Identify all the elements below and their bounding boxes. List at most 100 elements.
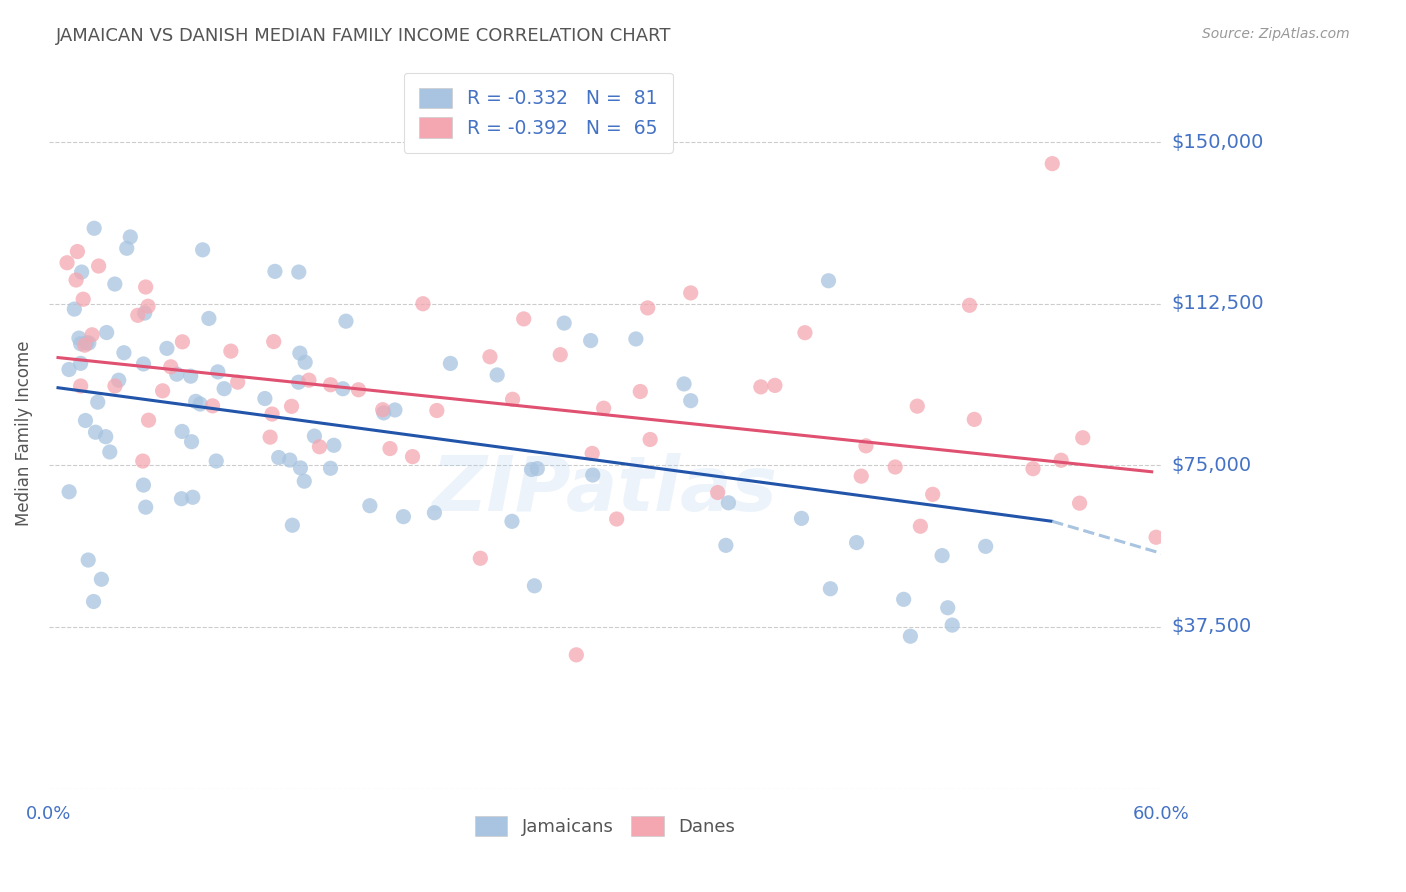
Point: [384, 403, 406, 417]
Point: [936, 600, 959, 615]
Point: [170, 425, 193, 439]
Point: [378, 442, 401, 456]
Point: [1144, 530, 1167, 544]
Point: [69, 379, 91, 393]
Point: [288, 346, 311, 360]
Point: [486, 368, 509, 382]
Point: [347, 383, 370, 397]
Point: [226, 375, 249, 389]
Point: [180, 369, 202, 384]
Point: [335, 314, 357, 328]
Point: [72, 292, 94, 306]
Point: [288, 265, 311, 279]
Point: [817, 274, 839, 288]
Point: [107, 373, 129, 387]
Point: [58, 362, 80, 376]
Point: [592, 401, 614, 416]
Point: [135, 500, 157, 515]
Point: [359, 499, 381, 513]
Point: [851, 469, 873, 483]
Point: [73, 338, 96, 352]
Point: [502, 392, 524, 407]
Point: [83, 594, 105, 608]
Point: [905, 399, 928, 413]
Point: [308, 440, 330, 454]
Legend: Jamaicans, Danes: Jamaicans, Danes: [467, 809, 742, 844]
Y-axis label: Median Family Income: Median Family Income: [15, 340, 32, 525]
Point: [104, 277, 127, 291]
Point: [624, 332, 647, 346]
Point: [264, 264, 287, 278]
Point: [371, 402, 394, 417]
Point: [262, 407, 284, 421]
Point: [426, 403, 449, 417]
Text: $150,000: $150,000: [1171, 133, 1264, 152]
Point: [294, 355, 316, 369]
Point: [278, 453, 301, 467]
Point: [104, 379, 127, 393]
Point: [941, 618, 963, 632]
Point: [94, 430, 117, 444]
Point: [790, 511, 813, 525]
Point: [134, 306, 156, 320]
Point: [132, 357, 155, 371]
Point: [69, 356, 91, 370]
Point: [548, 348, 571, 362]
Point: [910, 519, 932, 533]
Point: [69, 336, 91, 351]
Point: [127, 308, 149, 322]
Point: [526, 461, 548, 475]
Point: [292, 474, 315, 488]
Point: [373, 406, 395, 420]
Point: [67, 331, 90, 345]
Point: [281, 518, 304, 533]
Point: [84, 425, 107, 440]
Point: [184, 394, 207, 409]
Point: [156, 342, 179, 356]
Point: [319, 461, 342, 475]
Point: [673, 376, 696, 391]
Point: [1071, 431, 1094, 445]
Point: [181, 490, 204, 504]
Point: [66, 244, 89, 259]
Point: [198, 311, 221, 326]
Text: 60.0%: 60.0%: [1132, 805, 1189, 823]
Point: [96, 326, 118, 340]
Point: [638, 433, 661, 447]
Point: [207, 365, 229, 379]
Point: [135, 280, 157, 294]
Point: [794, 326, 817, 340]
Point: [921, 487, 943, 501]
Point: [439, 356, 461, 370]
Point: [253, 392, 276, 406]
Point: [212, 382, 235, 396]
Point: [714, 538, 737, 552]
Point: [582, 468, 605, 483]
Point: [70, 265, 93, 279]
Point: [132, 478, 155, 492]
Point: [188, 397, 211, 411]
Point: [290, 461, 312, 475]
Point: [65, 273, 87, 287]
Text: $112,500: $112,500: [1171, 294, 1264, 313]
Point: [893, 592, 915, 607]
Point: [974, 539, 997, 553]
Point: [637, 301, 659, 315]
Point: [512, 312, 534, 326]
Text: $75,000: $75,000: [1171, 456, 1251, 475]
Point: [259, 430, 281, 444]
Point: [115, 241, 138, 255]
Point: [263, 334, 285, 349]
Point: [606, 512, 628, 526]
Text: $37,500: $37,500: [1171, 617, 1253, 636]
Point: [332, 382, 354, 396]
Point: [763, 378, 786, 392]
Point: [931, 549, 953, 563]
Point: [322, 438, 344, 452]
Point: [159, 359, 181, 374]
Point: [628, 384, 651, 399]
Point: [565, 648, 588, 662]
Point: [172, 334, 194, 349]
Point: [520, 462, 543, 476]
Point: [191, 243, 214, 257]
